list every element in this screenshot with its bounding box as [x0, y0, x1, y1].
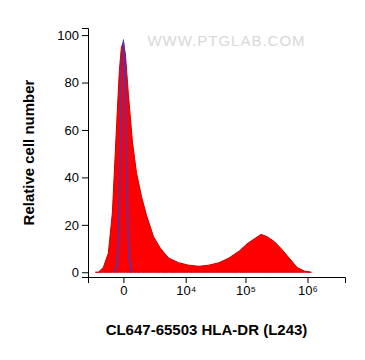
x-tick-label: 0: [120, 283, 127, 298]
x-axis-line: [89, 278, 346, 284]
y-tick-mark: [82, 177, 88, 178]
x-tick-mark: [123, 277, 124, 283]
x-tick-label: 10⁴: [176, 283, 196, 298]
x-tick: 0: [120, 277, 127, 298]
chart: WWW.PTGLAB.COM 0 20 40 60 80 100 0 10⁴ 10⁵ 10⁶ CL64…: [0, 0, 365, 360]
y-tick-mark: [82, 35, 88, 36]
y-tick-label: 60: [65, 123, 79, 138]
y-tick-label: 80: [65, 75, 79, 90]
x-axis: 0 10⁴ 10⁵ 10⁶: [89, 277, 346, 298]
x-tick-label: 10⁵: [236, 283, 256, 298]
y-tick-mark: [82, 225, 88, 226]
y-tick-mark: [82, 130, 88, 131]
y-tick: 60: [65, 123, 88, 138]
y-axis: 0 20 40 60 80 100: [57, 28, 88, 280]
y-axis-line: [82, 29, 89, 278]
histogram-line: [115, 40, 132, 272]
watermark: WWW.PTGLAB.COM: [147, 32, 305, 49]
y-tick-label: 40: [65, 170, 79, 185]
x-tick: 10⁶: [298, 277, 318, 298]
y-tick-mark: [82, 272, 88, 273]
x-tick-mark: [308, 277, 309, 283]
x-axis-title: CL647-65503 HLA-DR (L243): [106, 321, 308, 338]
plot-area: [95, 40, 311, 272]
y-tick: 0: [72, 265, 88, 280]
y-tick-mark: [82, 83, 88, 84]
x-tick: 10⁵: [236, 277, 256, 298]
y-tick: 40: [65, 170, 88, 185]
y-tick: 100: [57, 28, 88, 43]
x-tick-label: 10⁶: [298, 283, 318, 298]
y-tick: 80: [65, 75, 88, 90]
y-tick-label: 0: [72, 265, 79, 280]
y-tick-label: 100: [57, 28, 79, 43]
x-tick-mark: [245, 277, 246, 283]
x-tick: 10⁴: [176, 277, 196, 298]
y-tick-label: 20: [65, 217, 79, 232]
y-axis-title: Relative cell number: [20, 79, 37, 225]
y-tick: 20: [65, 217, 88, 232]
x-tick-mark: [186, 277, 187, 283]
